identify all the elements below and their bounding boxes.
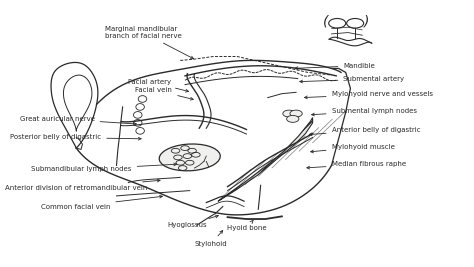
Text: Median fibrous raphe: Median fibrous raphe — [307, 161, 406, 169]
Text: Common facial vein: Common facial vein — [41, 195, 163, 210]
Text: Anterior division of retromandibular vein: Anterior division of retromandibular vei… — [5, 179, 160, 191]
Text: (: ( — [323, 15, 328, 29]
Text: Facial vein: Facial vein — [136, 87, 193, 100]
Text: Submental artery: Submental artery — [300, 76, 404, 83]
Polygon shape — [218, 117, 313, 201]
Text: Mylohyoid muscle: Mylohyoid muscle — [310, 144, 394, 153]
Text: Great auricular nerve: Great auricular nerve — [19, 116, 137, 125]
Text: Stylohoid: Stylohoid — [195, 231, 228, 247]
Circle shape — [283, 110, 295, 117]
Text: Submental lymph nodes: Submental lymph nodes — [311, 108, 417, 116]
Text: Submandibular lymph nodes: Submandibular lymph nodes — [31, 163, 177, 172]
Text: Marginal mandibular
branch of facial nerve: Marginal mandibular branch of facial ner… — [105, 26, 193, 59]
Text: Anterior belly of digastric: Anterior belly of digastric — [309, 127, 420, 136]
Text: Hyoid bone: Hyoid bone — [227, 220, 266, 231]
Circle shape — [290, 110, 302, 117]
Ellipse shape — [159, 144, 220, 171]
Text: Facial artery: Facial artery — [128, 79, 189, 92]
Text: Mandible: Mandible — [295, 63, 375, 70]
Text: Hyoglossus: Hyoglossus — [168, 215, 219, 228]
Circle shape — [287, 115, 299, 122]
Text: Posterior belly of digastric: Posterior belly of digastric — [10, 135, 141, 140]
Text: ): ) — [365, 15, 370, 29]
Text: Mylohyoid nerve and vessels: Mylohyoid nerve and vessels — [304, 91, 432, 99]
